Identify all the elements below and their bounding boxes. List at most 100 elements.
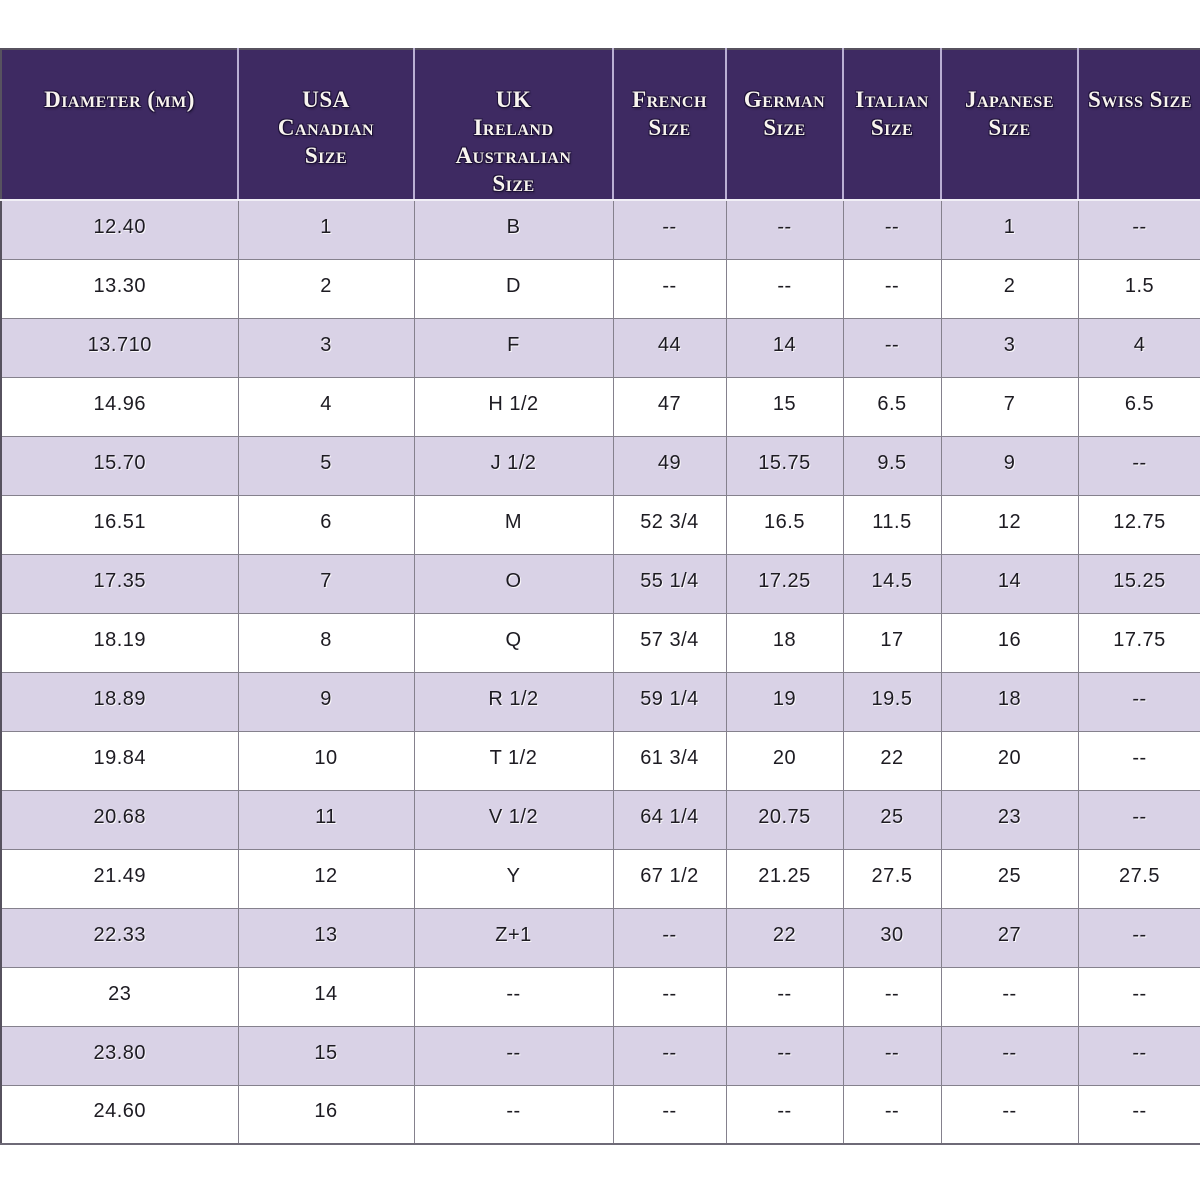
table-cell-uk-ireland-australian-size: O [413,553,614,614]
table-cell-italian-size: 19.5 [842,671,942,732]
table-cell-diameter-mm: 24.60 [0,1084,239,1145]
table-body: 12.40 1 B -- -- -- 1 -- 13.30 2 D -- -- -- 2 1.5 13.710 3… [0,199,1200,1145]
table-cell-japanese-size: 14 [940,553,1079,614]
table-cell-japanese-size: -- [940,1084,1079,1145]
table-cell-french-size: -- [612,907,727,968]
table-cell-italian-size: 9.5 [842,435,942,496]
table-cell-german-size: -- [725,1084,844,1145]
table-row: 24.60 16 -- -- -- -- -- -- [0,1084,1200,1145]
table-cell-french-size: 49 [612,435,727,496]
table-row: 16.51 6 M 52 3/4 16.5 11.5 12 12.75 [0,494,1200,555]
table-cell-german-size: -- [725,199,844,260]
table-cell-swiss-size: 17.75 [1077,612,1200,673]
table-cell-swiss-size: 15.25 [1077,553,1200,614]
table-cell-diameter-mm: 20.68 [0,789,239,850]
table-cell-diameter-mm: 13.30 [0,258,239,319]
table-cell-usa-canadian-size: 14 [237,966,415,1027]
table-cell-japanese-size: 27 [940,907,1079,968]
table-row: 13.710 3 F 44 14 -- 3 4 [0,317,1200,378]
column-header-line: Size [304,143,348,168]
table-cell-italian-size: 25 [842,789,942,850]
column-header-line: USA [302,87,350,112]
table-cell-japanese-size: 18 [940,671,1079,732]
table-cell-german-size: 18 [725,612,844,673]
table-cell-french-size: -- [612,966,727,1027]
table-row: 23.80 15 -- -- -- -- -- -- [0,1025,1200,1086]
table-cell-german-size: 14 [725,317,844,378]
table-cell-italian-size: -- [842,966,942,1027]
column-header-line: Size [648,115,691,140]
column-header-line: UK [495,87,532,112]
table-cell-german-size: 21.25 [725,848,844,909]
table-cell-italian-size: -- [842,258,942,319]
table-cell-french-size: -- [612,1084,727,1145]
table-cell-diameter-mm: 13.710 [0,317,239,378]
table-cell-french-size: 52 3/4 [612,494,727,555]
table-cell-swiss-size: -- [1077,730,1200,791]
table-cell-japanese-size: -- [940,966,1079,1027]
table-cell-french-size: 59 1/4 [612,671,727,732]
table-cell-swiss-size: -- [1077,199,1200,260]
header-row: Diameter (mm) USA Canadian Size UK Ireland Aus… [1,49,1200,201]
table-cell-diameter-mm: 21.49 [0,848,239,909]
table-row: 14.96 4 H 1/2 47 15 6.5 7 6.5 [0,376,1200,437]
table-cell-diameter-mm: 15.70 [0,435,239,496]
table-cell-usa-canadian-size: 15 [237,1025,415,1086]
table-row: 13.30 2 D -- -- -- 2 1.5 [0,258,1200,319]
table-cell-uk-ireland-australian-size: -- [413,1084,614,1145]
table-cell-usa-canadian-size: 3 [237,317,415,378]
table-cell-diameter-mm: 22.33 [0,907,239,968]
table-cell-swiss-size: -- [1077,789,1200,850]
table-cell-usa-canadian-size: 6 [237,494,415,555]
table-cell-japanese-size: 25 [940,848,1079,909]
table-cell-usa-canadian-size: 13 [237,907,415,968]
table-cell-french-size: 67 1/2 [612,848,727,909]
column-header-line: German [743,87,826,112]
column-header-line: Japanese Size [965,87,1054,140]
table-cell-usa-canadian-size: 8 [237,612,415,673]
column-header-uk-ireland-australian-size: UK Ireland Australian Size [413,49,613,201]
table-row: 19.84 10 T 1/2 61 3/4 20 22 20 -- [0,730,1200,791]
column-header-line: Diameter (mm) [44,87,195,112]
table-cell-swiss-size: -- [1077,671,1200,732]
column-header-line: Size [763,115,806,140]
table-cell-japanese-size: 1 [940,199,1079,260]
table-cell-swiss-size: -- [1077,907,1200,968]
table-cell-diameter-mm: 23.80 [0,1025,239,1086]
table-cell-french-size: 55 1/4 [612,553,727,614]
table-cell-uk-ireland-australian-size: -- [413,1025,614,1086]
table-cell-diameter-mm: 18.89 [0,671,239,732]
table-cell-usa-canadian-size: 9 [237,671,415,732]
table-cell-swiss-size: -- [1077,1084,1200,1145]
column-header-line: Italian [855,87,929,112]
table-cell-german-size: 15 [725,376,844,437]
table-cell-uk-ireland-australian-size: V 1/2 [413,789,614,850]
table-row: 12.40 1 B -- -- -- 1 -- [0,199,1200,260]
table-cell-swiss-size: 4 [1077,317,1200,378]
table-cell-usa-canadian-size: 5 [237,435,415,496]
column-header-line: French [632,87,707,112]
table-cell-usa-canadian-size: 4 [237,376,415,437]
table-row: 23 14 -- -- -- -- -- -- [0,966,1200,1027]
table-cell-german-size: -- [725,1025,844,1086]
table-row: 15.70 5 J 1/2 49 15.75 9.5 9 -- [0,435,1200,496]
ring-size-conversion-table: Diameter (mm) USA Canadian Size UK Ireland Aus… [0,48,1200,1145]
table-cell-uk-ireland-australian-size: Q [413,612,614,673]
table-row: 17.35 7 O 55 1/4 17.25 14.5 14 15.25 [0,553,1200,614]
table-cell-french-size: 44 [612,317,727,378]
table-cell-german-size: 16.5 [725,494,844,555]
table-cell-diameter-mm: 16.51 [0,494,239,555]
table-cell-uk-ireland-australian-size: Z+1 [413,907,614,968]
table-cell-swiss-size: 6.5 [1077,376,1200,437]
table-cell-japanese-size: 9 [940,435,1079,496]
table-cell-italian-size: 30 [842,907,942,968]
column-header-line: Australian [455,143,572,168]
table-cell-japanese-size: 3 [940,317,1079,378]
table-cell-french-size: 64 1/4 [612,789,727,850]
table-cell-diameter-mm: 19.84 [0,730,239,791]
table-cell-italian-size: -- [842,1084,942,1145]
table-cell-uk-ireland-australian-size: M [413,494,614,555]
table-cell-japanese-size: 16 [940,612,1079,673]
table-cell-french-size: -- [612,258,727,319]
column-header-line: Size [870,115,914,140]
